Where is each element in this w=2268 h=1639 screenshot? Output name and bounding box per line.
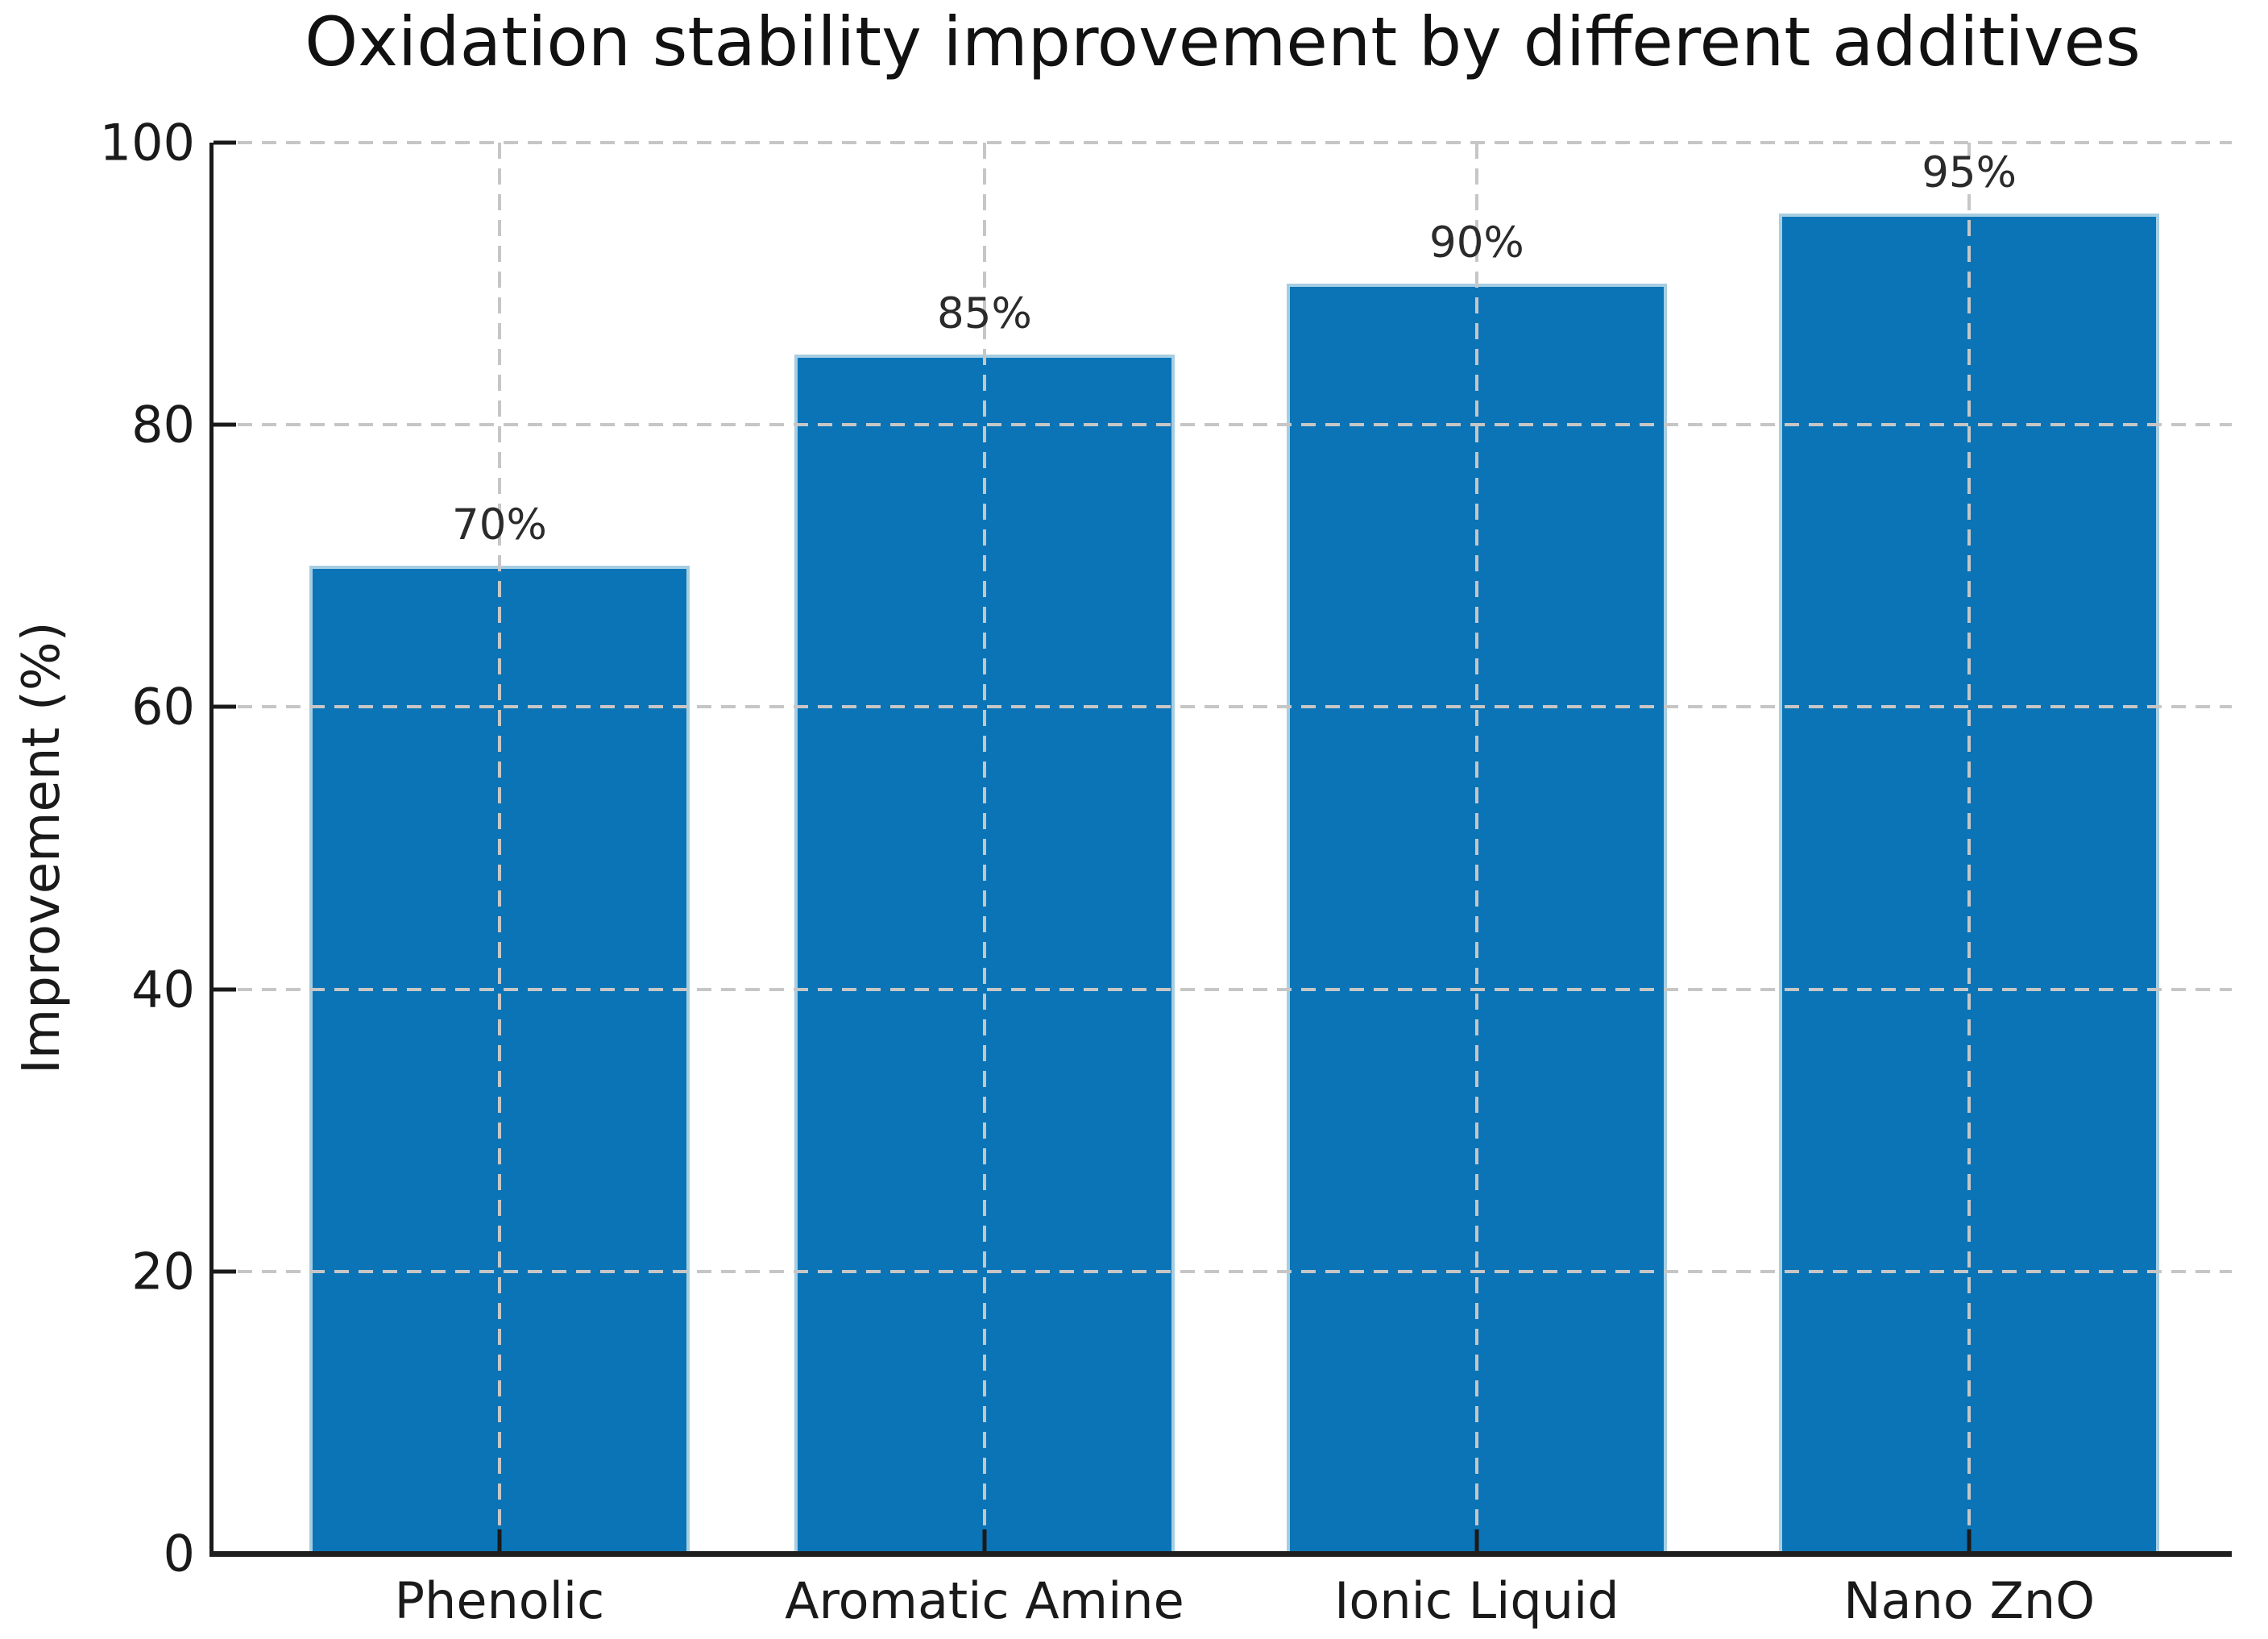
y-tick-mark-20 bbox=[214, 1269, 236, 1274]
bar-value-label: 85% bbox=[937, 288, 1032, 338]
x-tick-mark-2 bbox=[982, 1529, 987, 1554]
y-tick-label-80: 80 bbox=[131, 395, 195, 454]
v-gridline-3 bbox=[1474, 143, 1478, 1554]
plot-area: 70% 85% 90% 95% bbox=[209, 140, 2232, 1557]
x-tick-label-nano-zno: Nano ZnO bbox=[1843, 1571, 2096, 1630]
h-gridline-20 bbox=[214, 1269, 2232, 1273]
x-tick-mark-4 bbox=[1967, 1529, 1972, 1554]
y-tick-label-40: 40 bbox=[131, 960, 195, 1019]
x-tick-mark-1 bbox=[497, 1529, 502, 1554]
y-tick-label-20: 20 bbox=[131, 1242, 195, 1301]
y-tick-mark-100 bbox=[214, 140, 236, 145]
x-tick-label-phenolic: Phenolic bbox=[394, 1571, 605, 1630]
v-gridline-2 bbox=[982, 143, 986, 1554]
bar-value-label: 90% bbox=[1428, 218, 1524, 268]
y-tick-mark-80 bbox=[214, 422, 236, 427]
x-tick-label-ionic-liquid: Ionic Liquid bbox=[1334, 1571, 1619, 1630]
chart-title: Oxidation stability improvement by diffe… bbox=[305, 2, 2141, 81]
bar-value-label: 70% bbox=[452, 500, 547, 550]
x-axis-tick-labels: Phenolic Aromatic Amine Ionic Liquid Nano Z… bbox=[214, 1571, 2232, 1639]
y-axis-tick-labels: 0 20 40 60 80 100 bbox=[0, 114, 195, 1583]
x-tick-mark-3 bbox=[1474, 1529, 1479, 1554]
y-tick-mark-40 bbox=[214, 987, 236, 992]
y-tick-label-60: 60 bbox=[131, 677, 195, 737]
y-tick-label-100: 100 bbox=[99, 113, 195, 172]
y-axis-spine bbox=[209, 143, 214, 1554]
bar-value-label: 95% bbox=[1922, 147, 2017, 197]
v-gridline-1 bbox=[497, 143, 501, 1554]
h-gridline-60 bbox=[214, 705, 2232, 709]
x-tick-label-aromatic-amine: Aromatic Amine bbox=[785, 1571, 1184, 1630]
x-axis-spine bbox=[209, 1551, 2232, 1557]
h-gridline-80 bbox=[214, 423, 2232, 427]
y-tick-label-0: 0 bbox=[163, 1524, 195, 1583]
h-gridline-40 bbox=[214, 987, 2232, 991]
y-tick-mark-60 bbox=[214, 704, 236, 709]
h-gridline-100 bbox=[214, 141, 2232, 144]
v-gridline-4 bbox=[1967, 143, 1972, 1554]
